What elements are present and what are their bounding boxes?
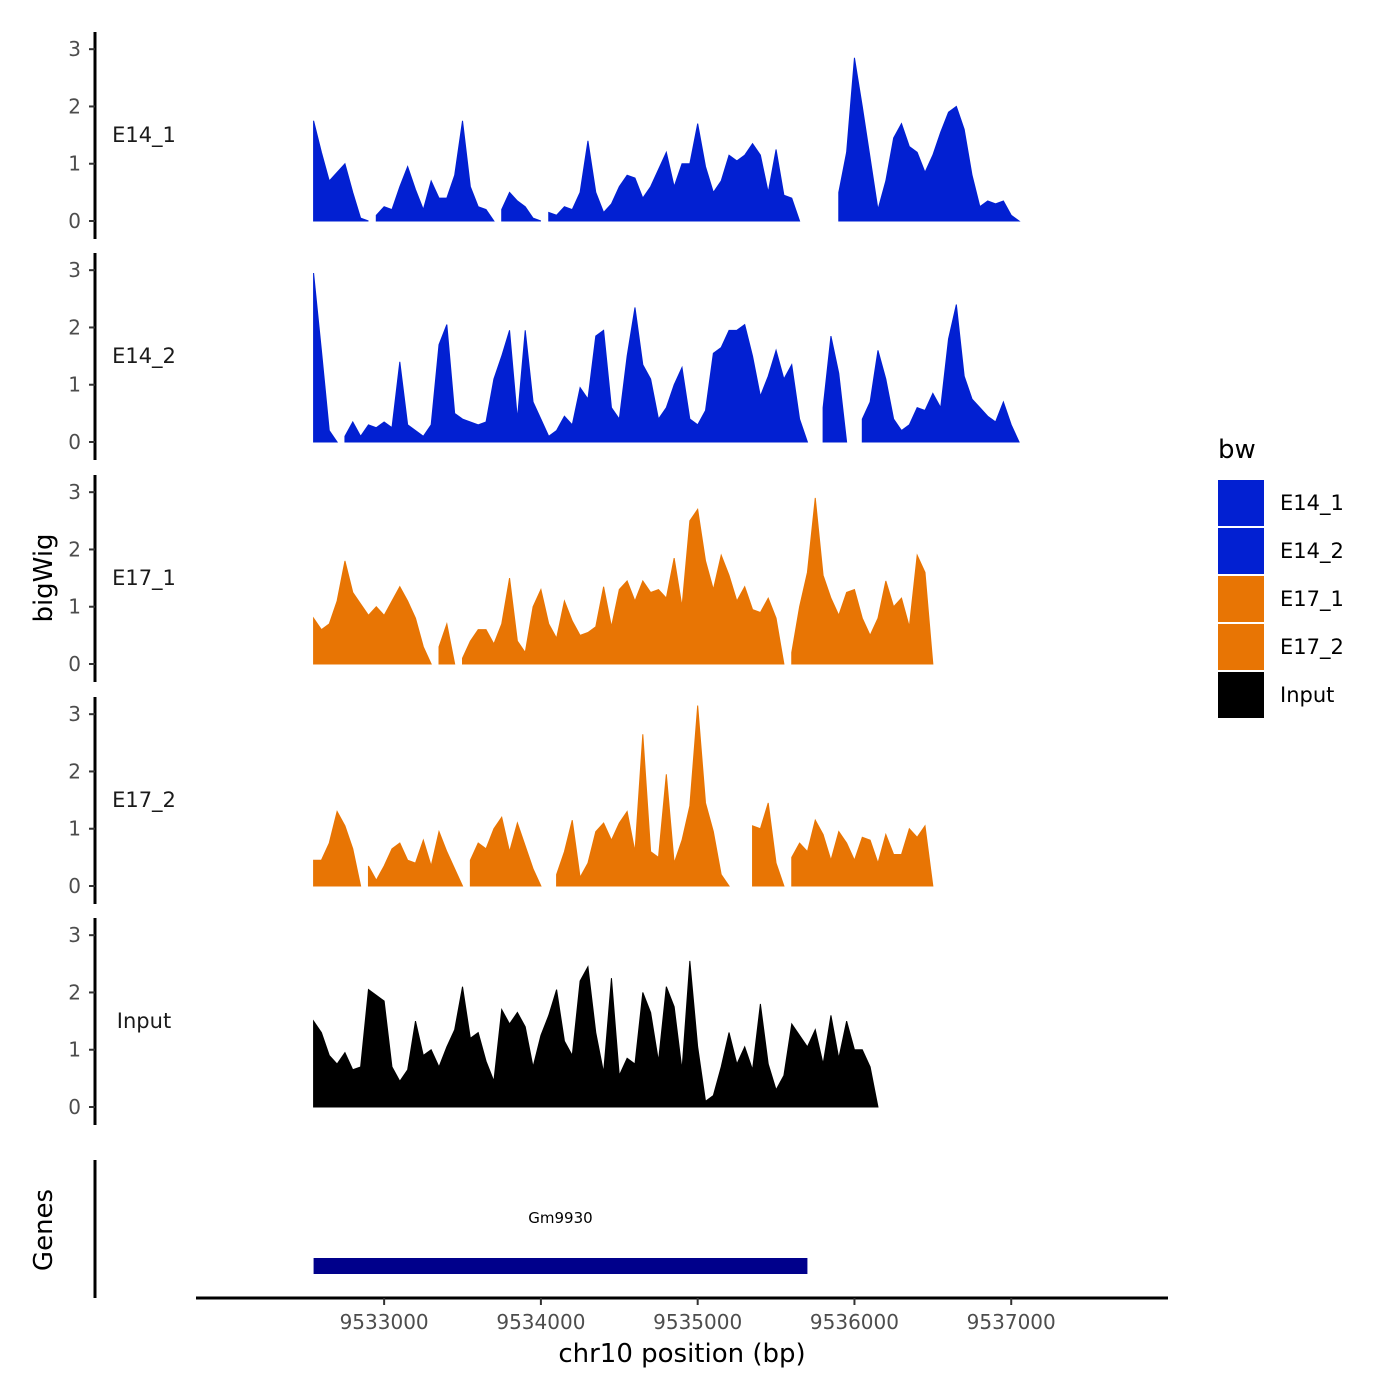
y-tick-label: 1 — [68, 1038, 81, 1062]
area-series-E14_2 — [313, 272, 1020, 443]
panel-label: Input — [117, 1009, 171, 1033]
track-panel-E17_2: 0 1 2 3 E17_2 — [68, 697, 934, 904]
x-tick-label: 9536000 — [810, 1310, 899, 1334]
x-tick-label: 9537000 — [967, 1310, 1056, 1334]
x-tick-label: 9535000 — [653, 1310, 742, 1334]
y-tick-label: 2 — [68, 759, 81, 783]
legend-swatch-E17_1 — [1218, 576, 1264, 622]
y-tick-label: 2 — [68, 315, 81, 339]
y-tick-label: 2 — [68, 94, 81, 118]
x-axis: 9533000 9534000 9535000 9536000 9537000 — [196, 1296, 1168, 1334]
y-tick-label: 2 — [68, 537, 81, 561]
x-tick-label: 9533000 — [340, 1310, 429, 1334]
legend: bw E14_1 E14_2 E17_1 E17_2 Input — [1218, 435, 1344, 718]
legend-label-E14_2: E14_2 — [1280, 539, 1344, 564]
panel-label: E14_1 — [112, 123, 176, 148]
y-tick-label: 2 — [68, 980, 81, 1004]
track-panel-Input: 0 1 2 3 Input — [68, 918, 879, 1125]
panel-label: E14_2 — [112, 344, 176, 369]
y-tick-label: 0 — [68, 874, 81, 898]
legend-swatch-Input — [1218, 672, 1264, 718]
gene-body-Gm9930 — [313, 1258, 808, 1274]
legend-swatch-E14_1 — [1218, 480, 1264, 526]
gene-track-title: Genes — [29, 1189, 59, 1271]
y-tick-label: 3 — [68, 702, 81, 726]
y-tick-label: 1 — [68, 152, 81, 176]
coverage-tracks: 0 1 2 3 E14_1 0 1 2 3 E14_2 0 1 2 3 E17_1 0 1 2 3 E17_2 0 1 2 3… — [68, 32, 1021, 1125]
legend-label-E17_1: E17_1 — [1280, 587, 1344, 612]
y-tick-label: 1 — [68, 817, 81, 841]
y-axis-title: bigWig — [29, 533, 59, 622]
track-panel-E14_2: 0 1 2 3 E14_2 — [68, 253, 1020, 460]
area-series-E14_1 — [313, 57, 1021, 222]
y-tick-label: 0 — [68, 430, 81, 454]
track-panel-E14_1: 0 1 2 3 E14_1 — [68, 32, 1021, 239]
y-tick-label: 0 — [68, 652, 81, 676]
area-series-Input — [313, 960, 879, 1108]
area-series-E17_1 — [313, 497, 934, 665]
x-tick-label: 9534000 — [496, 1310, 585, 1334]
y-tick-label: 3 — [68, 923, 81, 947]
gene-track: Gm9930 — [93, 1160, 808, 1298]
area-series-E17_2 — [313, 705, 934, 887]
x-axis-title: chr10 position (bp) — [558, 1339, 805, 1369]
y-tick-label: 1 — [68, 595, 81, 619]
gene-label: Gm9930 — [528, 1209, 592, 1227]
y-tick-label: 0 — [68, 209, 81, 233]
legend-label-E14_1: E14_1 — [1280, 491, 1344, 516]
legend-swatch-E14_2 — [1218, 528, 1264, 574]
legend-label-E17_2: E17_2 — [1280, 635, 1344, 660]
y-tick-label: 3 — [68, 258, 81, 282]
y-tick-label: 0 — [68, 1095, 81, 1119]
legend-label-Input: Input — [1280, 683, 1334, 707]
legend-swatch-E17_2 — [1218, 624, 1264, 670]
track-panel-E17_1: 0 1 2 3 E17_1 — [68, 475, 934, 682]
legend-title: bw — [1218, 435, 1256, 465]
panel-label: E17_1 — [112, 566, 176, 591]
y-tick-label: 1 — [68, 373, 81, 397]
panel-label: E17_2 — [112, 788, 176, 813]
y-tick-label: 3 — [68, 37, 81, 61]
y-tick-label: 3 — [68, 480, 81, 504]
